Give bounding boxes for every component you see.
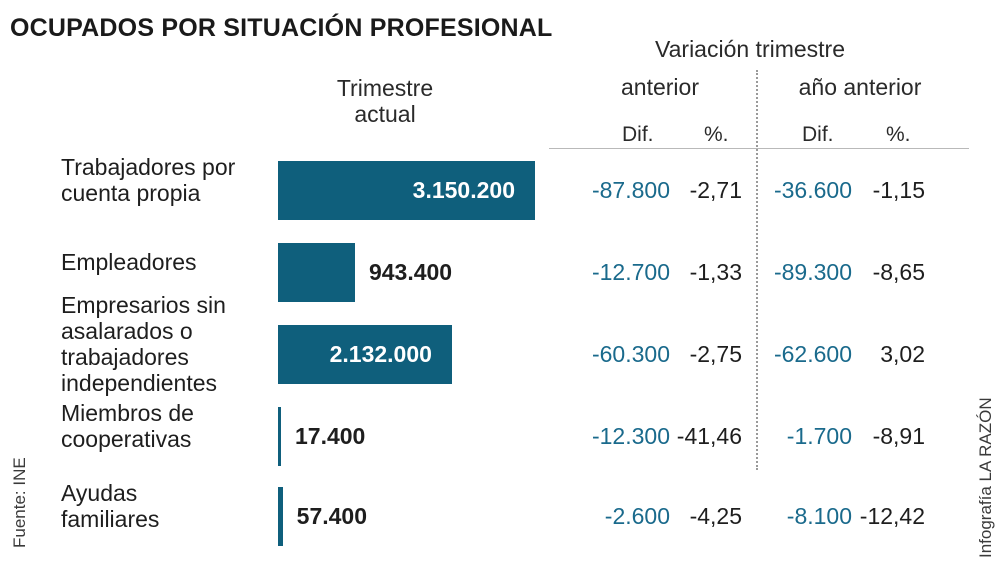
pct-prev-quarter: -1,33	[689, 259, 742, 285]
chart-title: OCUPADOS POR SITUACIÓN PROFESIONAL	[10, 14, 553, 42]
diff-prev-year: -8.100	[786, 503, 852, 529]
pct-prev-year: -8,65	[872, 259, 925, 285]
header-current-line1: Trimestre	[336, 75, 434, 101]
category-label-line: Miembros de	[61, 400, 194, 426]
diff-prev-year: -36.600	[773, 177, 852, 203]
diff-prev-quarter: -87.800	[591, 177, 670, 203]
category-label-line: Empresarios sin	[61, 292, 226, 318]
category-label: Ayudas familiares	[61, 480, 159, 532]
header-diff-prev-year: Dif.	[802, 123, 834, 146]
header-current-quarter: Trimestre actual	[300, 75, 470, 127]
credit-note: Infografía LA RAZÓN	[976, 397, 995, 558]
diff-prev-quarter: -12.700	[591, 259, 670, 285]
diff-prev-quarter: -12.300	[591, 423, 670, 449]
header-diff-prev-quarter: Dif.	[622, 123, 654, 146]
category-label: Trabajadores por cuenta propia	[61, 154, 235, 206]
pct-prev-quarter: -2,71	[689, 177, 742, 203]
pct-prev-year: 3,02	[880, 341, 925, 367]
diff-prev-year: -62.600	[773, 341, 852, 367]
category-label: Miembros de cooperativas	[61, 400, 194, 452]
header-prev-quarter: anterior	[621, 74, 699, 100]
data-label: 2.132.000	[329, 341, 432, 367]
category-label-line: cooperativas	[61, 426, 192, 452]
data-label: 3.150.200	[412, 177, 515, 203]
header-current-line2: actual	[354, 101, 416, 127]
category-label: Empresarios sin asalarados o trabajadores i…	[61, 292, 226, 396]
category-label-line: Empleadores	[61, 249, 197, 275]
pct-prev-year: -12,42	[859, 503, 925, 529]
category-label-line: asalarados o	[61, 318, 193, 344]
category-label-line: cuenta propia	[61, 180, 201, 206]
data-bar	[278, 324, 452, 384]
diff-prev-quarter: -60.300	[591, 341, 670, 367]
pct-prev-quarter: -2,75	[689, 341, 742, 367]
diff-prev-year: -89.300	[773, 259, 852, 285]
header-variation: Variación trimestre	[654, 36, 846, 62]
column-separator	[756, 70, 758, 470]
data-bar	[278, 160, 535, 220]
diff-prev-year: -1.700	[786, 423, 852, 449]
category-label: Empleadores	[61, 249, 197, 275]
diff-prev-quarter: -2.600	[604, 503, 670, 529]
category-label-line: independientes	[61, 370, 218, 396]
category-label-line: familiares	[61, 506, 160, 532]
data-bar	[278, 486, 283, 546]
pct-prev-year: -1,15	[872, 177, 925, 203]
category-label-line: trabajadores	[61, 344, 189, 370]
data-label: 57.400	[296, 503, 368, 529]
header-pct-prev-quarter: %.	[704, 123, 729, 146]
category-label-line: Trabajadores por	[61, 154, 236, 180]
category-label-line: Ayudas	[61, 480, 138, 506]
pct-prev-quarter: -4,25	[689, 503, 742, 529]
data-label: 943.400	[368, 259, 453, 285]
data-bar	[278, 242, 355, 302]
pct-prev-year: -8,91	[872, 423, 925, 449]
data-bar	[278, 406, 281, 466]
pct-prev-quarter: -41,46	[676, 423, 742, 449]
header-pct-prev-year: %.	[886, 123, 911, 146]
data-label: 17.400	[295, 423, 366, 449]
header-prev-year: año anterior	[798, 74, 922, 100]
header-rule	[549, 148, 969, 149]
source-note: Fuente: INE	[10, 457, 29, 548]
